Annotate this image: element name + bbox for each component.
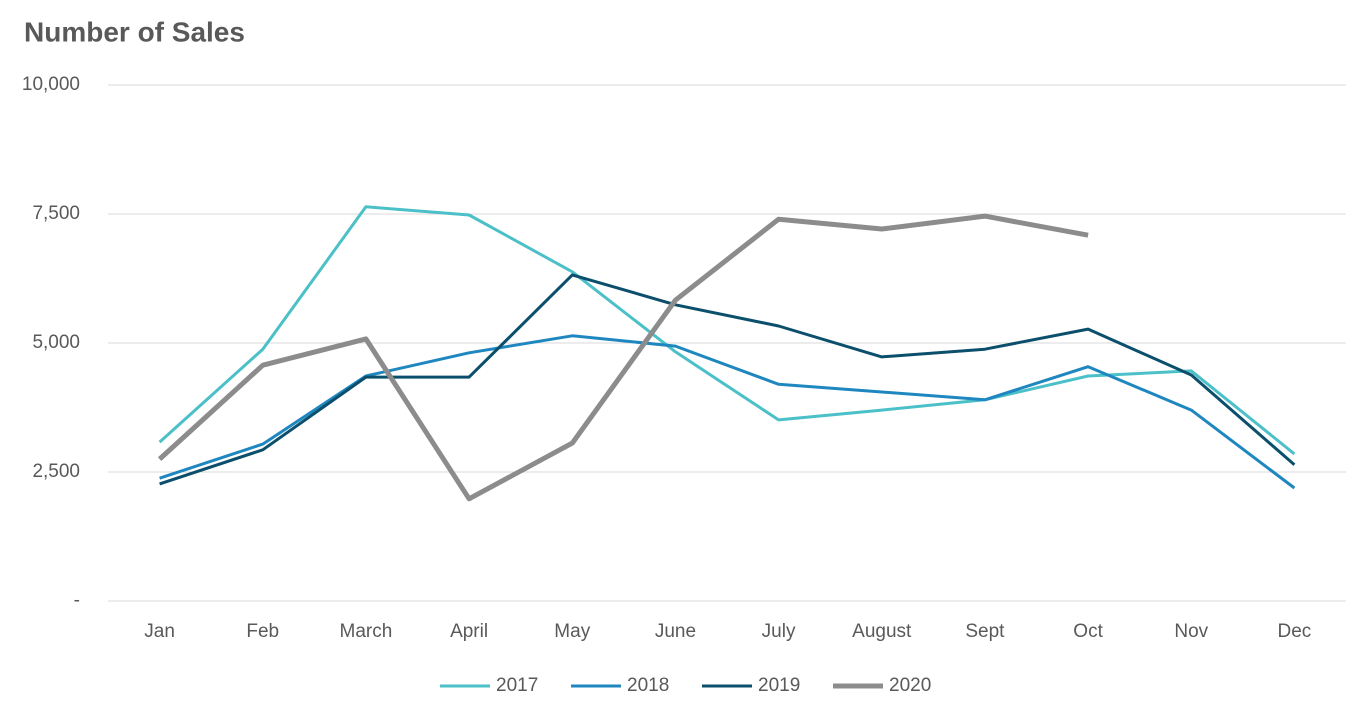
legend-label: 2017: [496, 675, 538, 696]
chart-title: Number of Sales: [24, 16, 245, 47]
series-line: [159, 334, 1296, 490]
series-line: [159, 273, 1296, 486]
x-tick-label: Nov: [1174, 621, 1208, 642]
legend-label: 2019: [758, 675, 800, 696]
legend-label: 2020: [889, 675, 931, 696]
x-tick-label: May: [554, 621, 590, 642]
x-tick-label: April: [450, 621, 488, 642]
x-tick-label: August: [852, 621, 912, 642]
y-tick-label: 2,500: [32, 461, 80, 482]
y-tick-label: 7,500: [32, 203, 80, 224]
x-tick-label: Jan: [144, 621, 175, 642]
y-tick-label: 5,000: [32, 332, 80, 353]
series-line: [158, 205, 1296, 456]
x-tick-label: July: [762, 621, 796, 642]
x-tick-label: March: [340, 621, 393, 642]
x-tick-label: Dec: [1278, 621, 1312, 642]
x-tick-label: Oct: [1073, 621, 1103, 642]
y-tick-label: 10,000: [22, 74, 80, 95]
y-tick-label: -: [74, 590, 80, 611]
series-line: [157, 213, 1089, 502]
x-tick-label: Sept: [965, 621, 1005, 642]
x-tick-label: Feb: [246, 621, 279, 642]
legend-label: 2018: [627, 675, 669, 696]
x-tick-label: June: [655, 621, 696, 642]
